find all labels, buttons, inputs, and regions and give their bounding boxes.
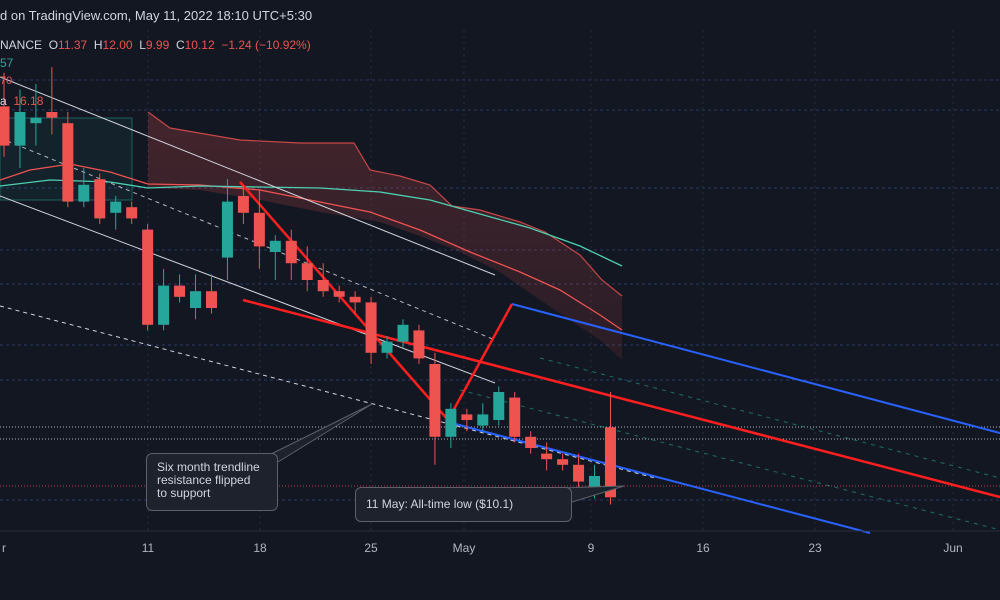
indicator-3-value: 16.18 xyxy=(13,94,44,108)
ma-red-line xyxy=(0,163,623,331)
trendline-note-line-3: to support xyxy=(157,486,211,500)
candle-body[interactable] xyxy=(158,285,170,325)
candle-body[interactable] xyxy=(541,453,553,460)
candle-body[interactable] xyxy=(30,117,42,124)
candle-body[interactable] xyxy=(174,285,186,297)
x-tick-label: 23 xyxy=(808,541,822,555)
candle-body[interactable] xyxy=(445,408,457,437)
ohlc-legend: NANCE O11.37 H12.00 L9.99 C10.12 −1.24 (… xyxy=(0,38,311,52)
indicator-3-label: a xyxy=(0,94,7,108)
open-value: 11.37 xyxy=(58,38,88,52)
six-month-trendline xyxy=(0,305,656,479)
candle-body[interactable] xyxy=(221,201,233,258)
indicator-3: a 16.18 xyxy=(0,94,43,108)
candle-body[interactable] xyxy=(525,436,537,448)
candle-body[interactable] xyxy=(604,427,616,498)
candle-body[interactable] xyxy=(237,196,249,213)
candle-body[interactable] xyxy=(397,324,409,342)
candle-body[interactable] xyxy=(413,330,425,359)
blue-channel-lower xyxy=(447,421,871,534)
candle-body[interactable] xyxy=(557,459,569,465)
x-tick-label: Jun xyxy=(943,541,963,555)
candle-body[interactable] xyxy=(301,263,313,280)
candle-body[interactable] xyxy=(126,207,138,219)
channel-middle-line xyxy=(0,137,496,341)
candle-body[interactable] xyxy=(509,397,521,437)
candle-body[interactable] xyxy=(573,464,585,482)
candle-body[interactable] xyxy=(461,414,473,420)
x-tick-label: 11 xyxy=(141,541,155,555)
published-header: d on TradingView.com, May 11, 2022 18:10… xyxy=(0,8,313,23)
x-tick-label: May xyxy=(452,541,476,555)
trendline-callout-pointer xyxy=(254,403,373,463)
low-callout-pointer xyxy=(559,485,625,503)
trendline-note-line-1: Six month trendline xyxy=(157,460,260,474)
candle-body[interactable] xyxy=(14,112,26,146)
trendline-note-line-2: resistance flipped xyxy=(157,473,251,487)
candle-body[interactable] xyxy=(493,392,505,420)
blue-channel-mid xyxy=(459,389,1000,531)
high-value: 12.00 xyxy=(102,38,133,52)
ma-teal-line xyxy=(0,179,623,267)
candle-body[interactable] xyxy=(62,123,74,202)
candle-body[interactable] xyxy=(0,106,10,146)
change-value: −1.24 (−10.92%) xyxy=(221,38,311,52)
candle-body[interactable] xyxy=(190,291,202,308)
candle-body[interactable] xyxy=(46,112,58,118)
x-tick-label: 25 xyxy=(364,541,378,555)
indicator-2-value: 70 xyxy=(0,75,13,87)
candle-body[interactable] xyxy=(381,341,393,353)
x-tick-partial: r xyxy=(2,541,6,555)
candle-body[interactable] xyxy=(142,229,154,325)
candle-body[interactable] xyxy=(589,476,601,488)
all-time-low-callout: 11 May: All-time low ($10.1) xyxy=(355,487,572,522)
candle-body[interactable] xyxy=(365,302,377,353)
x-tick-label: 16 xyxy=(696,541,710,555)
candle-body[interactable] xyxy=(94,179,106,219)
x-tick-label: 9 xyxy=(587,541,595,555)
close-value: 10.12 xyxy=(184,38,215,52)
candle-body[interactable] xyxy=(317,280,329,292)
symbol-label: NANCE xyxy=(0,38,43,52)
trendline-callout: Six month trendline resistance flipped t… xyxy=(146,453,278,511)
candles[interactable] xyxy=(0,67,616,505)
candle-body[interactable] xyxy=(269,240,281,252)
candle-body[interactable] xyxy=(78,184,90,202)
low-label: L xyxy=(139,38,146,52)
x-tick-label: 18 xyxy=(253,541,267,555)
low-note: 11 May: All-time low ($10.1) xyxy=(366,497,514,511)
open-label: O xyxy=(48,38,59,52)
close-label: C xyxy=(175,38,185,52)
high-label: H xyxy=(93,38,103,52)
blue-channel-upper xyxy=(511,303,1000,434)
channel-upper-line xyxy=(0,76,496,276)
blue-channel-mid2 xyxy=(539,357,1000,479)
candle-body[interactable] xyxy=(253,212,265,247)
low-value: 9.99 xyxy=(145,38,170,52)
candle-body[interactable] xyxy=(110,201,122,213)
candle-body[interactable] xyxy=(429,364,441,437)
indicator-1-value: 57 xyxy=(0,56,14,70)
candle-body[interactable] xyxy=(477,414,489,426)
cloud-upper-edge xyxy=(147,111,623,297)
channel-lower-line xyxy=(0,195,496,384)
candle-body[interactable] xyxy=(349,296,361,303)
red-cloud xyxy=(148,112,622,360)
candle-body[interactable] xyxy=(333,291,345,297)
candle-body[interactable] xyxy=(205,291,217,308)
candle-body[interactable] xyxy=(285,240,297,264)
